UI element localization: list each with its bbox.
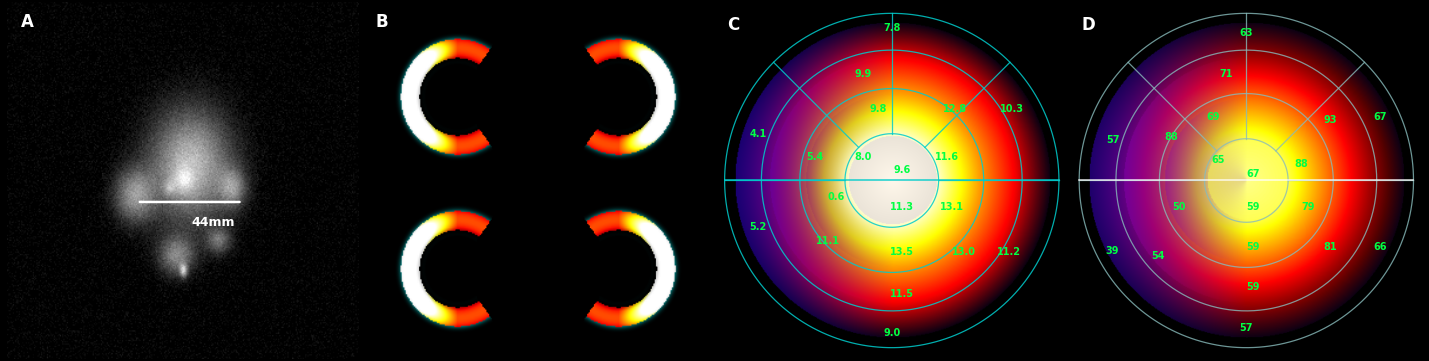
- Text: 7.8: 7.8: [883, 23, 900, 33]
- Text: 57: 57: [1106, 135, 1119, 145]
- Text: 66: 66: [1373, 242, 1386, 252]
- Text: 4.1: 4.1: [749, 129, 767, 139]
- Text: C: C: [727, 16, 739, 34]
- Text: 39: 39: [1106, 246, 1119, 256]
- Text: 88: 88: [1295, 159, 1309, 169]
- Text: 9.6: 9.6: [893, 165, 910, 175]
- Text: 11.1: 11.1: [816, 236, 840, 246]
- Text: 0.6: 0.6: [827, 192, 845, 202]
- Text: 5.2: 5.2: [749, 222, 767, 232]
- Text: 11.3: 11.3: [890, 202, 913, 212]
- Text: 59: 59: [1246, 242, 1260, 252]
- Text: 11.2: 11.2: [997, 247, 1020, 257]
- Text: 13.1: 13.1: [940, 202, 965, 212]
- Text: 11.6: 11.6: [935, 152, 959, 162]
- Text: 9.9: 9.9: [855, 69, 872, 78]
- Text: 67: 67: [1246, 169, 1260, 179]
- Text: D: D: [1082, 16, 1095, 34]
- Text: 12.8: 12.8: [943, 104, 967, 114]
- Text: A: A: [21, 13, 34, 31]
- Text: 50: 50: [1173, 202, 1186, 212]
- Text: 67: 67: [1373, 112, 1386, 122]
- Text: 57: 57: [1239, 323, 1253, 332]
- Text: 9.8: 9.8: [870, 104, 887, 114]
- Text: 69: 69: [1206, 112, 1219, 122]
- Text: 79: 79: [1302, 202, 1315, 212]
- Text: 5.4: 5.4: [806, 152, 823, 162]
- Text: 10.3: 10.3: [1000, 104, 1025, 114]
- Text: 44mm: 44mm: [191, 216, 236, 229]
- Text: 63: 63: [1239, 29, 1253, 38]
- Text: 81: 81: [1323, 242, 1336, 252]
- Text: 59: 59: [1246, 202, 1260, 212]
- Text: 13.0: 13.0: [952, 247, 976, 257]
- Text: 93: 93: [1323, 115, 1336, 125]
- Text: 88: 88: [1165, 132, 1177, 142]
- Text: 54: 54: [1150, 251, 1165, 261]
- Text: 13.5: 13.5: [890, 247, 913, 257]
- Text: 11.5: 11.5: [890, 289, 913, 299]
- Text: 59: 59: [1246, 283, 1260, 292]
- Text: 65: 65: [1212, 156, 1225, 165]
- Text: 8.0: 8.0: [855, 152, 872, 162]
- Text: 71: 71: [1219, 69, 1233, 78]
- Text: B: B: [376, 13, 389, 31]
- Text: 9.0: 9.0: [883, 328, 900, 338]
